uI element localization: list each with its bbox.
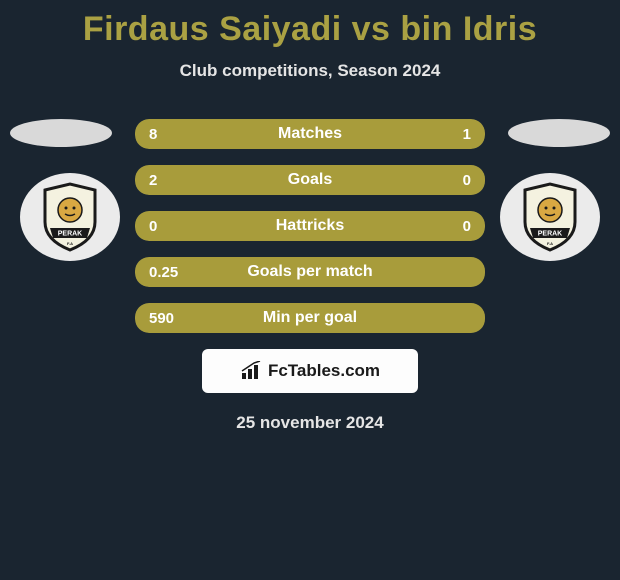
stat-label: Goals per match [195,263,425,281]
team-badge-right: PERAK F.A [500,173,600,261]
badge-bg-left: PERAK F.A [20,173,120,261]
page-title: Firdaus Saiyadi vs bin Idris [0,0,620,49]
shield-icon: PERAK F.A [40,182,100,252]
stat-value-right: 1 [425,126,485,143]
attribution-box: FcTables.com [202,349,418,393]
team-badge-left: PERAK F.A [20,173,120,261]
svg-text:F.A: F.A [67,241,73,246]
svg-text:F.A: F.A [547,241,553,246]
comparison-area: PERAK F.A PERAK F.A 8Matches12Goals00Hat… [0,119,620,433]
badge-text-right: PERAK [538,231,563,238]
stat-value-left: 0.25 [135,264,195,281]
stat-label: Matches [195,125,425,143]
stat-label: Goals [195,171,425,189]
player-ellipse-left [10,119,112,147]
stat-value-left: 0 [135,218,195,235]
shield-icon: PERAK F.A [520,182,580,252]
player-ellipse-right [508,119,610,147]
stat-row: 8Matches1 [135,119,485,149]
page-subtitle: Club competitions, Season 2024 [0,61,620,81]
stat-value-right: 0 [425,172,485,189]
footer-date: 25 november 2024 [0,413,620,433]
chart-bars-icon [240,361,266,381]
stat-value-right: 0 [425,218,485,235]
attribution-text: FcTables.com [268,361,380,381]
badge-bg-right: PERAK F.A [500,173,600,261]
stat-value-left: 2 [135,172,195,189]
stat-label: Hattricks [195,217,425,235]
stat-value-left: 8 [135,126,195,143]
stats-container: 8Matches12Goals00Hattricks00.25Goals per… [135,119,485,333]
stat-label: Min per goal [195,309,425,327]
stat-row: 590Min per goal [135,303,485,333]
stat-value-left: 590 [135,310,195,327]
stat-row: 0.25Goals per match [135,257,485,287]
stat-row: 0Hattricks0 [135,211,485,241]
stat-row: 2Goals0 [135,165,485,195]
badge-text-left: PERAK [58,231,83,238]
